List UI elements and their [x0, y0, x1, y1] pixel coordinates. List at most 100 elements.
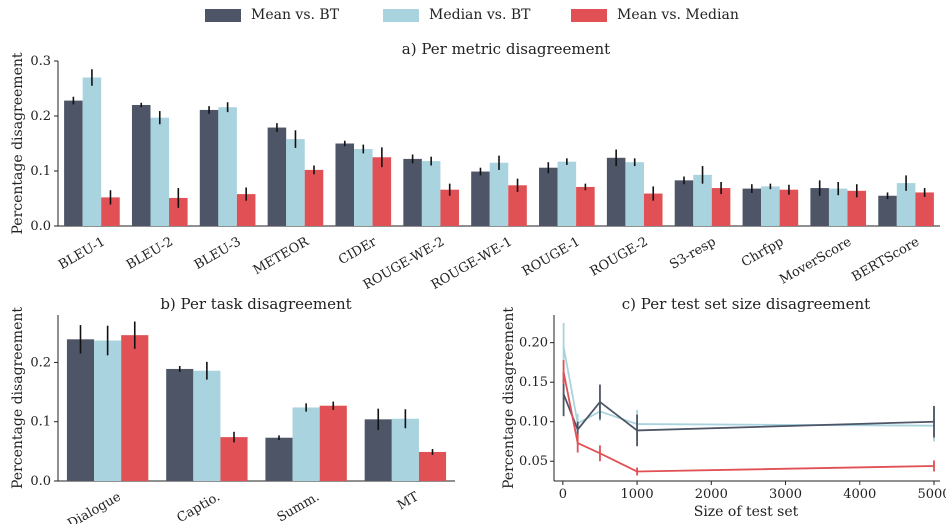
- panel-b-category-label-mt: MT: [395, 489, 422, 513]
- panel-a-bar-mean-vs-median-rouge-1: [576, 186, 595, 226]
- panel-c-ytick-label: 0.15: [519, 375, 548, 390]
- panel-b-ylabel: Percentage disagreement: [10, 307, 26, 489]
- panel-b-bar-median-vs-bt-mt: [391, 418, 419, 481]
- panel-b-bar-mean-vs-median-mt: [418, 451, 447, 481]
- legend-item-mean-vs-bt: Mean vs. BT: [205, 7, 339, 23]
- panel-c-xtick-label: 3000: [769, 487, 802, 502]
- panel-a-bar-mean-vs-bt-bertscore: [878, 195, 897, 226]
- chart-legend: Mean vs. BT Median vs. BT Mean vs. Media…: [0, 5, 946, 27]
- panel-b-bar-mean-vs-bt-dialogue: [66, 339, 95, 481]
- panel-a-bar-median-vs-bt-bleu-1: [82, 77, 102, 226]
- panel-a-bar-mean-vs-median-bertscore: [915, 192, 934, 226]
- legend-label-mean-vs-median: Mean vs. Median: [617, 7, 739, 23]
- panel-a-title: a) Per metric disagreement: [402, 40, 610, 58]
- panel-a-bar-mean-vs-median-meteor: [304, 169, 324, 226]
- legend-swatch-mean-vs-median: [571, 8, 607, 22]
- panel-b-bar-median-vs-bt-summ: [292, 407, 320, 481]
- panel-b-ytick-label: 0.1: [30, 415, 51, 430]
- panel-c-xlabel: Size of test set: [694, 504, 799, 520]
- panel-c-ytick-label: 0.10: [519, 415, 548, 430]
- panel-a-bar-median-vs-bt-bleu-2: [150, 117, 170, 226]
- panel-a-category-label-chrfpp: Chrfpp: [739, 234, 786, 270]
- panel-a-category-label-rouge-2: ROUGE-2: [588, 234, 651, 279]
- panel-b-bar-mean-vs-bt-summ: [265, 437, 293, 481]
- panel-a-bar-median-vs-bt-bleu-3: [218, 107, 237, 226]
- panel-a-bar-mean-vs-bt-chrfpp: [742, 188, 762, 226]
- panel-b-per-task: 0.0 0.1 0.2 Dialogue Captio. Summ. MT b) Per ta…: [10, 295, 455, 524]
- panel-a-bar-mean-vs-bt-rouge-1: [539, 167, 558, 226]
- panel-b-bar-median-vs-bt-captio: [193, 370, 221, 481]
- panel-a-bar-mean-vs-bt-moverscore: [810, 188, 829, 226]
- panel-a-ytick-label: 0.1: [30, 164, 51, 179]
- panel-a-bar-median-vs-bt-rouge-2: [625, 162, 644, 226]
- panel-a-ylabel: Percentage disagreement: [10, 52, 26, 234]
- panel-b-ytick-label: 0.0: [30, 474, 51, 489]
- legend-label-mean-vs-bt: Mean vs. BT: [251, 7, 340, 23]
- panel-a-per-metric: 0.0 0.1 0.2 0.3 BLEU-1 BLEU-2 BLEU-3 METEOR CIDE…: [10, 40, 940, 293]
- panel-a-ytick-label: 0.2: [30, 109, 51, 124]
- panel-a-bar-mean-vs-median-bleu-2: [169, 197, 188, 226]
- panel-a-category-label-meteor: METEOR: [251, 234, 313, 278]
- legend-swatch-median-vs-bt: [383, 8, 419, 22]
- panel-a-bar-median-vs-bt-moverscore: [828, 188, 848, 226]
- panel-c-ytick-label: 0.20: [519, 336, 548, 351]
- panel-c-line-mean-vs-median: [562, 371, 935, 473]
- panel-b-bar-mean-vs-bt-captio: [166, 368, 194, 481]
- panel-b-category-label-dialogue: Dialogue: [65, 489, 124, 524]
- panel-c-xtick-label: 0: [559, 487, 567, 502]
- panel-b-bar-mean-vs-median-captio: [220, 437, 248, 481]
- panel-a-bar-mean-vs-bt-bleu-3: [199, 109, 219, 226]
- panel-a-bar-median-vs-bt-rouge-1: [557, 161, 577, 226]
- panel-a-bar-mean-vs-median-rouge-2: [643, 193, 663, 226]
- panel-a-category-label-rouge-1: ROUGE-1: [520, 234, 583, 279]
- panel-a-category-label-s3-resp: S3-resp: [667, 234, 718, 272]
- panel-b-ytick-label: 0.2: [30, 355, 51, 370]
- panel-a-bar-mean-vs-bt-rouge-2: [606, 157, 626, 226]
- panel-a-bar-mean-vs-median-rouge-we-2: [440, 189, 459, 226]
- panel-a-bar-mean-vs-median-bleu-3: [236, 194, 256, 226]
- panel-a-bar-median-vs-bt-rouge-we-2: [421, 161, 441, 226]
- panel-a-bar-mean-vs-median-bleu-1: [101, 197, 120, 226]
- panel-a-bar-mean-vs-bt-bleu-2: [131, 105, 151, 226]
- panel-a-bar-mean-vs-bt-bleu-1: [64, 100, 83, 226]
- panel-a-bar-median-vs-bt-bertscore: [896, 183, 916, 226]
- panel-a-ytick-label: 0.0: [30, 219, 51, 234]
- panel-c-xtick-label: 5000: [917, 487, 946, 502]
- panel-c-line-median-vs-bt: [562, 346, 935, 427]
- panel-a-category-label-cider: CIDEr: [336, 234, 380, 268]
- panel-a-bar-mean-vs-median-s3-resp: [711, 188, 731, 226]
- panel-a-category-label-bleu-1: BLEU-1: [56, 234, 108, 273]
- panel-a-bar-median-vs-bt-cider: [354, 149, 373, 226]
- legend-swatch-mean-vs-bt: [205, 8, 241, 22]
- panel-a-category-label-bleu-2: BLEU-2: [124, 234, 176, 273]
- panel-c-xtick-label: 2000: [695, 487, 728, 502]
- panel-b-bar-mean-vs-median-dialogue: [121, 335, 149, 481]
- panel-a-bar-mean-vs-median-cider: [372, 157, 392, 226]
- panel-c-title: c) Per test set size disagreement: [622, 295, 870, 313]
- panel-c-ylabel: Percentage disagreement: [501, 307, 517, 489]
- panel-a-bar-median-vs-bt-rouge-we-1: [489, 162, 509, 226]
- panel-a-category-label-moverscore: MoverScore: [777, 234, 854, 287]
- panel-b-category-label-summ: Summ.: [275, 489, 322, 524]
- panel-b-bar-median-vs-bt-dialogue: [94, 340, 122, 481]
- panel-a-bar-mean-vs-bt-rouge-we-2: [403, 158, 422, 226]
- panel-c-xtick-label: 4000: [843, 487, 876, 502]
- panel-a-category-label-bleu-3: BLEU-3: [192, 234, 244, 273]
- panel-a-bar-mean-vs-bt-s3-resp: [674, 180, 694, 226]
- legend-item-median-vs-bt: Median vs. BT: [383, 7, 531, 23]
- panel-a-bar-mean-vs-bt-meteor: [267, 127, 287, 226]
- panel-a-bar-mean-vs-bt-rouge-we-1: [471, 171, 490, 226]
- panel-a-bar-mean-vs-median-chrfpp: [779, 189, 799, 226]
- legend-item-mean-vs-median: Mean vs. Median: [571, 7, 739, 23]
- legend-label-median-vs-bt: Median vs. BT: [429, 7, 531, 23]
- panel-c-per-size: 0.05 0.10 0.15 0.20 0 1000 2000 3000 4000 5000 c) …: [501, 295, 946, 520]
- panel-a-bar-median-vs-bt-meteor: [286, 139, 305, 226]
- panel-a-bar-median-vs-bt-chrfpp: [761, 186, 780, 226]
- panel-a-bar-mean-vs-median-moverscore: [847, 190, 867, 226]
- panel-a-bar-mean-vs-median-rouge-we-1: [508, 185, 527, 226]
- panel-a-ytick-label: 0.3: [30, 54, 51, 69]
- panel-a-category-label-bertscore: BERTScore: [849, 234, 922, 285]
- panel-c-xtick-label: 1000: [621, 487, 654, 502]
- panel-a-bar-mean-vs-bt-cider: [335, 143, 355, 226]
